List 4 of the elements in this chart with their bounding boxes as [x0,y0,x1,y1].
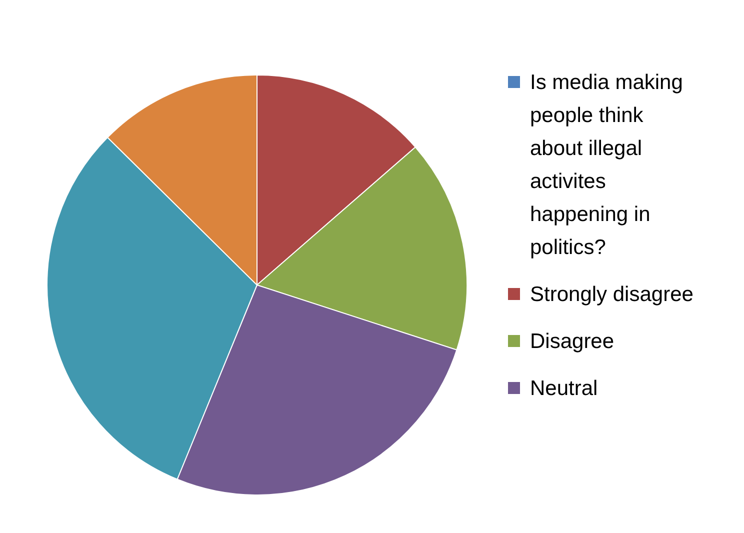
legend-label: Is media making people think about illegal activites happening in politics? [530,70,683,259]
legend-label: Neutral [530,376,598,400]
legend-label: Strongly disagree [530,282,694,306]
legend-label: Disagree [530,330,614,353]
